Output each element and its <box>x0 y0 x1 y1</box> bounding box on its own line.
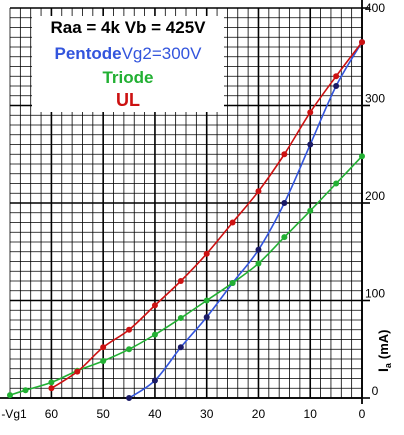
y-axis-label-subscript: a <box>383 362 393 368</box>
series-ul <box>48 39 365 392</box>
legend-pentode-suffix: Vg2=300V <box>121 44 202 63</box>
legend-pentode: PentodeVg2=300V <box>32 44 224 64</box>
data-point-ul <box>126 326 133 333</box>
x-tick-label: -Vg1 <box>1 407 27 421</box>
series-line-pentode <box>128 41 363 399</box>
data-point-pentode <box>281 200 288 206</box>
data-point-ul <box>203 250 210 257</box>
chart-series <box>7 39 365 401</box>
y-tick-label: 300 <box>365 92 385 106</box>
data-point-triode <box>229 279 236 286</box>
data-point-triode <box>333 180 340 187</box>
data-point-ul <box>151 302 158 309</box>
data-point-triode <box>359 153 365 160</box>
data-point-ul <box>281 151 288 158</box>
x-tick-label: 0 <box>359 407 366 421</box>
x-tick-label: 20 <box>252 407 266 421</box>
data-point-ul <box>359 39 365 46</box>
data-point-pentode <box>255 246 262 253</box>
data-point-ul <box>255 188 262 195</box>
data-point-ul <box>333 73 340 80</box>
data-point-triode <box>100 357 107 364</box>
x-tick-label: 40 <box>148 407 162 421</box>
data-point-triode <box>7 392 13 399</box>
legend-pentode-label: Pentode <box>54 44 122 63</box>
chart-axes <box>0 0 370 404</box>
data-point-pentode <box>203 314 210 321</box>
data-point-pentode <box>307 141 314 148</box>
legend-title: Raa = 4k Vb = 425V <box>50 18 206 37</box>
data-point-ul <box>48 385 55 392</box>
data-point-ul <box>177 278 184 284</box>
x-tick-label: 10 <box>304 407 318 421</box>
x-tick-label: 30 <box>200 407 214 421</box>
data-point-triode <box>151 331 158 338</box>
data-point-triode <box>281 234 288 241</box>
series-triode <box>7 153 365 399</box>
y-tick-label: 200 <box>365 189 385 203</box>
legend-triode: Triode <box>102 68 154 87</box>
legend-ul: UL <box>116 90 140 110</box>
y-tick-label: 0 <box>372 384 379 398</box>
data-point-triode <box>177 315 184 322</box>
y-tick-label: 100 <box>365 287 385 301</box>
data-point-ul <box>74 368 81 375</box>
data-point-triode <box>255 260 262 267</box>
y-tick-label: 400 <box>365 1 385 15</box>
data-point-pentode <box>177 344 184 351</box>
data-point-triode <box>22 387 29 394</box>
data-point-ul <box>307 109 314 116</box>
data-point-pentode <box>151 377 158 384</box>
data-point-triode <box>48 379 55 386</box>
data-point-pentode <box>126 395 133 401</box>
y-axis-label-symbol: I <box>375 368 391 372</box>
data-point-ul <box>100 344 107 351</box>
y-axis-label-unit: (mA) <box>376 329 391 359</box>
x-tick-label: 50 <box>96 407 110 421</box>
legend: Raa = 4k Vb = 425V PentodeVg2=300V Triod… <box>32 16 224 112</box>
data-point-pentode <box>333 83 340 89</box>
x-tick-label: 60 <box>45 407 59 421</box>
data-point-triode <box>307 207 314 214</box>
data-point-ul <box>229 219 236 226</box>
data-point-triode <box>203 297 210 304</box>
data-point-triode <box>126 346 133 353</box>
y-axis-label-main: Ia (mA) <box>375 329 393 372</box>
y-axis-label: Ia (mA) <box>375 329 393 372</box>
